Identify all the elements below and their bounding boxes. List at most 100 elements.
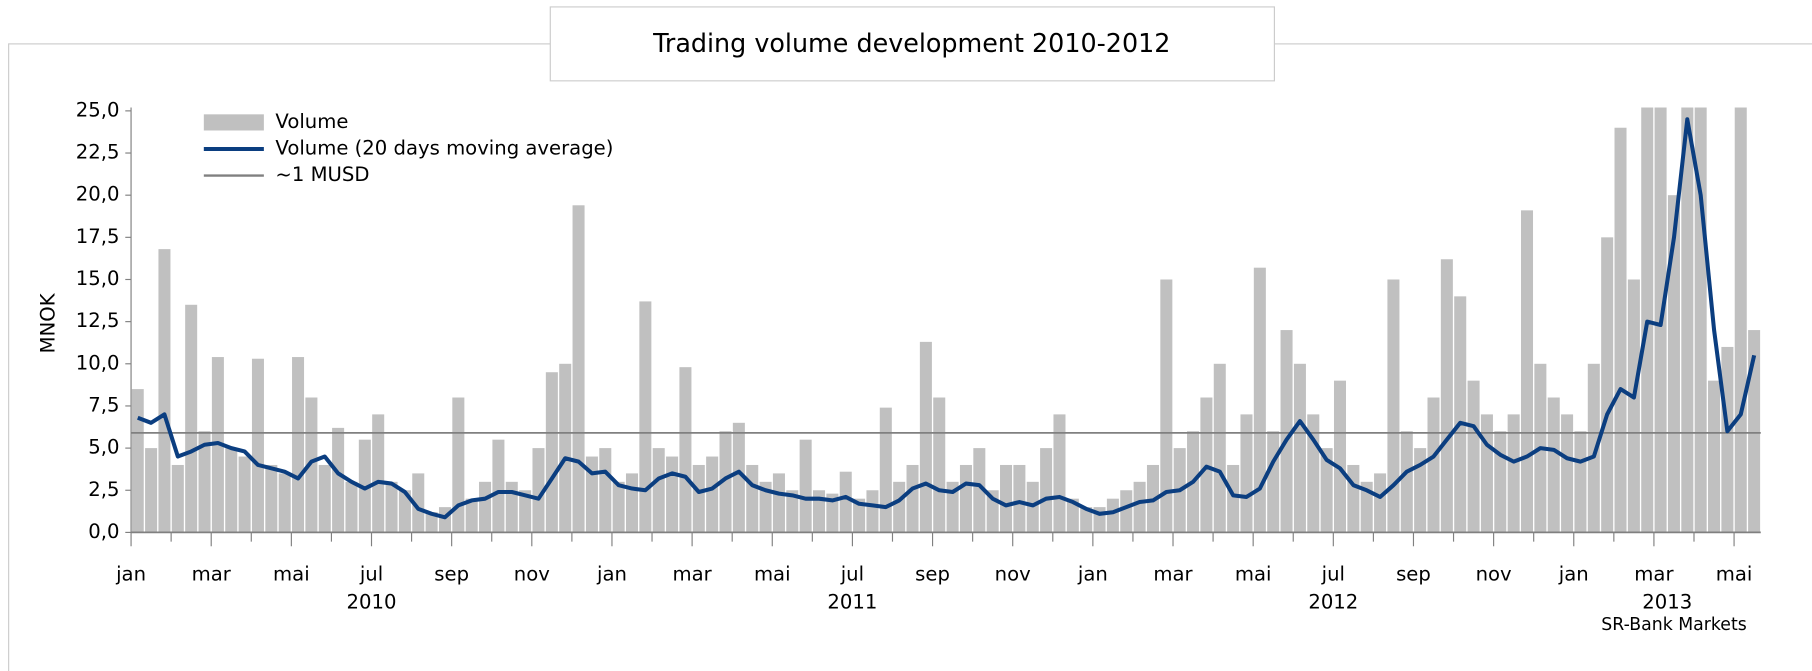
volume-bar [251, 358, 264, 533]
x-tick-label: mai [273, 563, 310, 586]
y-tick-label: 17,5 [76, 225, 120, 248]
volume-bar [505, 481, 518, 533]
y-tick-label: 12,5 [76, 309, 120, 332]
volume-bar [1374, 473, 1387, 533]
volume-bar [1280, 330, 1293, 533]
volume-bar [1320, 448, 1333, 533]
x-tick-label: nov [1476, 563, 1512, 586]
x-tick-label: jan [115, 563, 146, 586]
volume-bar [652, 448, 665, 533]
volume-bar [1494, 431, 1507, 533]
y-tick-label: 7,5 [88, 393, 119, 416]
volume-bar [1681, 107, 1694, 533]
y-tick-label: 10,0 [76, 351, 120, 374]
y-tick-label: 2,5 [88, 478, 119, 501]
volume-bar [973, 448, 986, 533]
volume-bar [893, 481, 906, 533]
volume-bar [1227, 464, 1240, 533]
volume-bar [1267, 431, 1280, 533]
volume-bar [786, 490, 799, 533]
x-tick-label: mai [754, 563, 791, 586]
volume-bar [238, 456, 251, 533]
volume-bar [1333, 380, 1347, 533]
volume-bar [158, 249, 171, 533]
volume-bar [1574, 431, 1587, 533]
volume-bar [1106, 498, 1119, 533]
volume-bar [1120, 490, 1133, 533]
year-label: 2012 [1308, 590, 1358, 613]
volume-bar [1240, 414, 1253, 533]
volume-bar [225, 448, 238, 533]
volume-bar [1066, 498, 1079, 533]
volume-bar [1133, 481, 1146, 533]
volume-bar [1293, 363, 1306, 533]
volume-bar [1748, 330, 1761, 533]
volume-bar [906, 464, 919, 533]
legend-label: Volume (20 days moving average) [275, 136, 613, 159]
volume-bar [1721, 346, 1734, 533]
volume-bar [1561, 414, 1574, 533]
volume-bar [171, 464, 184, 533]
volume-bar [946, 481, 959, 533]
volume-bar [919, 341, 932, 533]
volume-bar [732, 422, 745, 533]
legend-label: Volume [275, 110, 348, 133]
x-tick-label: nov [514, 563, 550, 586]
volume-bar [452, 397, 465, 533]
volume-bar [1013, 464, 1026, 533]
volume-bar [559, 363, 572, 533]
volume-bar [599, 448, 612, 533]
volume-bar [692, 464, 705, 533]
x-tick-label: sep [915, 563, 950, 586]
volume-bar [879, 407, 892, 533]
volume-bar [826, 493, 839, 533]
volume-bar [278, 473, 291, 533]
volume-bar [1000, 464, 1013, 533]
year-label: 2010 [347, 590, 397, 613]
y-tick-label: 20,0 [76, 183, 120, 206]
volume-bar [1414, 448, 1427, 533]
volume-bar [639, 301, 652, 533]
volume-bar [759, 481, 772, 533]
volume-bar [425, 512, 438, 533]
y-tick-label: 15,0 [76, 267, 120, 290]
volume-bar [1614, 127, 1627, 533]
x-tick-label: mar [1153, 563, 1193, 586]
x-tick-label: mai [1235, 563, 1272, 586]
frame [8, 43, 1812, 671]
volume-bar [746, 464, 759, 533]
volume-bar [612, 481, 625, 533]
volume-bar [625, 473, 639, 533]
moving-average-line [137, 117, 1757, 520]
volume-bar [666, 456, 679, 533]
x-tick-label: jul [840, 563, 864, 586]
volume-bar [145, 448, 158, 533]
volume-bar [853, 498, 866, 533]
legend-label: ~1 MUSD [275, 163, 369, 186]
x-tick-label: mai [1716, 563, 1753, 586]
x-tick-label: mar [673, 563, 713, 586]
volume-bar [292, 357, 305, 533]
x-tick-label: jul [1321, 563, 1345, 586]
x-tick-label: jan [1077, 563, 1108, 586]
y-tick-label: 25,0 [76, 98, 120, 121]
volume-bar [572, 205, 585, 533]
year-label: 2011 [827, 590, 877, 613]
volume-bar [772, 473, 785, 533]
volume-bar [519, 490, 532, 533]
volume-bar [265, 464, 278, 533]
volume-bar [1080, 507, 1093, 533]
volume-bar [866, 490, 879, 533]
volume-bar [719, 431, 732, 533]
volume-bar [1213, 363, 1226, 533]
volume-bar [839, 471, 852, 533]
volume-bar [1454, 296, 1467, 533]
volume-bar [412, 473, 425, 533]
legend-swatch [203, 114, 264, 131]
volume-bar [1160, 279, 1173, 533]
volume-bar [1440, 259, 1453, 533]
volume-bar [1587, 363, 1600, 533]
volume-bar [1734, 107, 1747, 533]
volume-bar [1427, 397, 1440, 533]
